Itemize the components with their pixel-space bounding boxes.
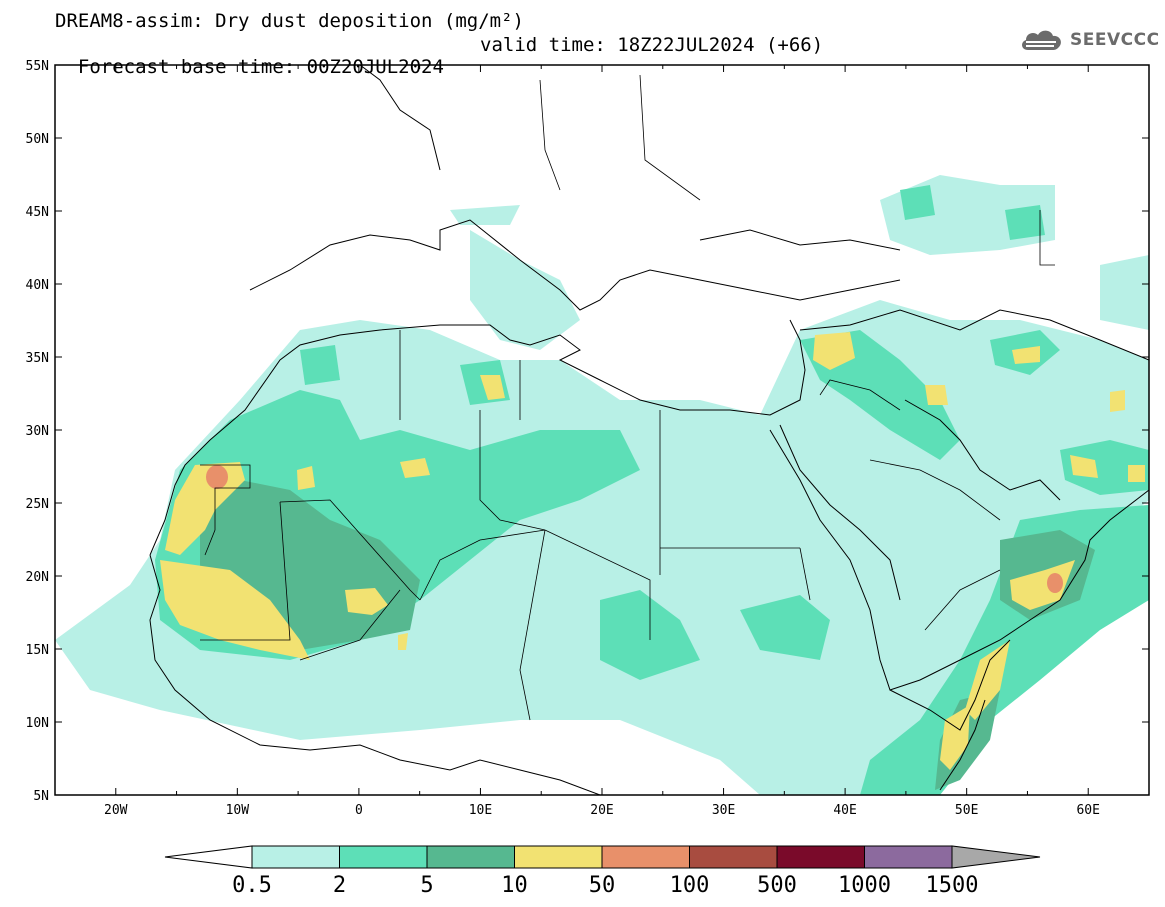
colorbar-swatch: [514, 845, 603, 869]
colorbar-swatch: [689, 845, 778, 869]
lon-label: 50E: [955, 803, 978, 818]
layer-50: [206, 465, 1063, 593]
colorbar-label: 100: [670, 873, 710, 898]
lon-label: 60E: [1076, 803, 1099, 818]
base-time: Forecast base time: 00Z20JUL2024: [77, 56, 444, 78]
colorbar-label: 50: [589, 873, 616, 898]
colorbar-swatch: [339, 845, 428, 869]
colorbar-label: 1500: [926, 873, 979, 898]
colorbar-label: 0.5: [232, 873, 272, 898]
valid-time: valid time: 18Z22JUL2024 (+66): [480, 34, 824, 56]
lat-label: 20N: [26, 570, 49, 585]
latitude-axis: 5N 10N 15N 20N 25N 30N 35N 40N 45N 50N 55N: [26, 59, 1149, 804]
cloud-icon: [1022, 30, 1061, 50]
colorbar-label: 500: [757, 873, 797, 898]
colorbar-label: 1000: [838, 873, 891, 898]
colorbar: 0.5 2 5 10 50 100 500 1000 1500: [164, 845, 1041, 898]
colorbar-swatch: [776, 845, 865, 869]
lat-label: 40N: [26, 278, 49, 293]
colorbar-under-arrow: [164, 845, 253, 869]
dust-fields: [55, 175, 1149, 795]
lon-label: 0: [355, 803, 363, 818]
lat-label: 30N: [26, 424, 49, 439]
lat-label: 10N: [26, 716, 49, 731]
logo-text: SEEVCCC: [1070, 30, 1160, 50]
coastlines: [149, 65, 1149, 795]
colorbar-label: 10: [501, 873, 528, 898]
lon-label: 10W: [226, 803, 250, 818]
lon-label: 40E: [833, 803, 856, 818]
lat-label: 35N: [26, 351, 49, 366]
colorbar-over-arrow: [951, 845, 1041, 869]
country-borders: [200, 74, 1055, 721]
lat-label: 55N: [26, 59, 49, 74]
colorbar-swatch: [251, 845, 340, 869]
seevccc-logo: SEEVCCC: [1018, 26, 1160, 54]
lat-label: 25N: [26, 497, 49, 512]
lon-label: 10E: [469, 803, 492, 818]
lon-label: 30E: [712, 803, 735, 818]
longitude-axis: 20W 10W 0 10E 20E 30E 40E 50E 60E: [104, 65, 1100, 818]
map-title: DREAM8-assim: Dry dust deposition (mg/m²…: [55, 10, 524, 32]
lat-label: 15N: [26, 643, 49, 658]
colorbar-swatch: [426, 845, 515, 869]
lat-label: 5N: [33, 789, 49, 804]
lon-label: 20W: [104, 803, 128, 818]
lat-label: 50N: [26, 132, 49, 147]
lat-label: 45N: [26, 205, 49, 220]
forecast-times: Forecast base time: 00Z20JUL2024 valid t…: [55, 34, 823, 100]
layer-10: [160, 332, 1145, 770]
colorbar-label: 5: [420, 873, 433, 898]
lon-label: 20E: [590, 803, 613, 818]
colorbar-label: 2: [333, 873, 346, 898]
colorbar-swatch: [601, 845, 690, 869]
colorbar-swatch: [864, 845, 953, 869]
